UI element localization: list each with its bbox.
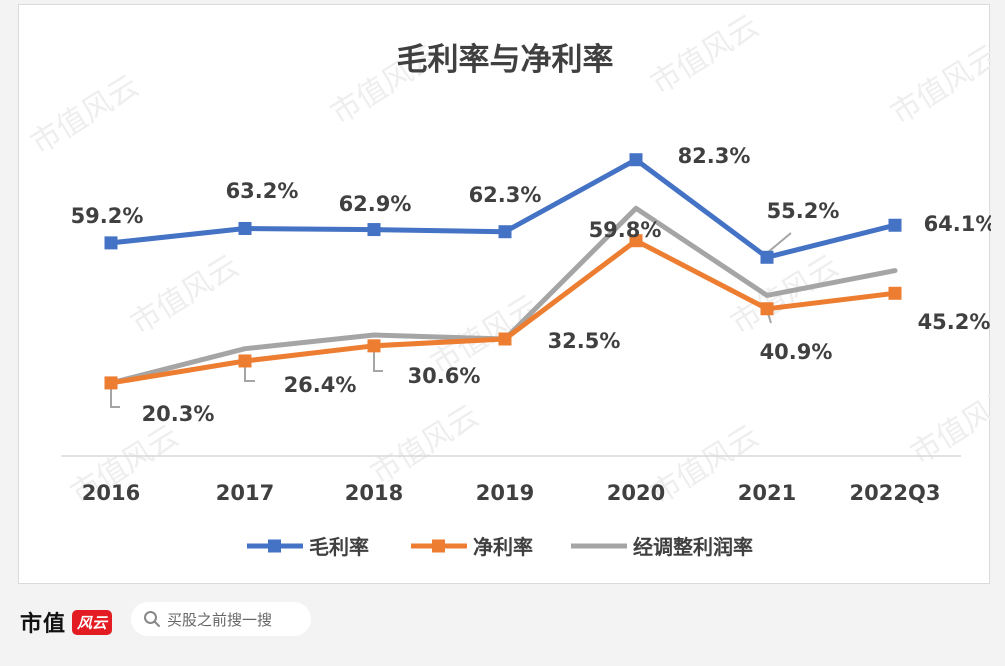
callout-2021 <box>766 232 792 254</box>
data-point-0-4 <box>629 153 643 167</box>
data-label-1-5: 40.9% <box>760 340 833 364</box>
data-point-0-6 <box>888 218 902 232</box>
data-label-1-2: 30.6% <box>408 364 481 388</box>
x-axis-ticks: 2016 2017 2018 2019 2020 2021 2022Q3 <box>82 481 941 505</box>
x-tick-label: 2018 <box>345 481 403 505</box>
watermark-text: 市值风云 <box>125 249 245 342</box>
chart-panel: 市值风云 市值风云 市值风云 市值风云 市值风云 市值风云 市值风云 市值风云 市值风云 市值风云… <box>18 4 991 584</box>
data-point-0-2 <box>367 223 381 237</box>
x-tick-label: 2016 <box>82 481 140 505</box>
watermark-text: 市值风云 <box>905 379 991 472</box>
data-point-1-1 <box>238 354 252 368</box>
data-label-0-4: 82.3% <box>678 144 751 168</box>
data-label-1-4: 59.8% <box>589 218 662 242</box>
data-label-0-0: 59.2% <box>71 204 144 228</box>
search-box[interactable]: 买股之前搜一搜 <box>131 602 311 636</box>
data-label-1-1: 26.4% <box>284 373 357 397</box>
data-label-1-0: 20.3% <box>142 402 215 426</box>
data-point-0-0 <box>104 236 118 250</box>
data-point-1-6 <box>888 286 902 300</box>
watermark-text: 市值风云 <box>645 9 765 102</box>
x-tick-label: 2017 <box>216 481 274 505</box>
data-label-0-1: 63.2% <box>226 179 299 203</box>
x-tick-label: 2021 <box>738 481 796 505</box>
x-tick-label: 2020 <box>607 481 665 505</box>
x-tick-label: 2019 <box>476 481 534 505</box>
callout-2018 <box>373 347 383 372</box>
data-label-0-5: 55.2% <box>767 199 840 223</box>
data-point-0-5 <box>760 250 774 264</box>
watermark-text: 市值风云 <box>25 69 145 162</box>
data-point-0-1 <box>238 221 252 235</box>
brand-seal: 风云 <box>72 609 113 635</box>
callout-2016 <box>110 385 120 408</box>
search-icon <box>144 611 160 627</box>
data-label-0-6: 64.1% <box>924 212 991 236</box>
series-layer <box>104 153 902 390</box>
legend-marker-1 <box>432 539 445 553</box>
brand-logo[interactable]: 市值 风云 <box>20 606 113 638</box>
data-point-0-3 <box>498 225 512 239</box>
watermark-text: 市值风云 <box>885 39 991 132</box>
data-point-1-4 <box>629 234 643 248</box>
legend-label-2: 经调整利润率 <box>633 535 753 559</box>
x-tick-label: 2022Q3 <box>850 481 941 505</box>
legend-label-0: 毛利率 <box>309 535 369 559</box>
watermark-text: 市值风云 <box>365 399 485 492</box>
data-label-0-3: 62.3% <box>469 183 542 207</box>
data-point-1-2 <box>367 339 381 353</box>
data-labels: 59.2% 63.2% 62.9% 62.3% 82.3% 55.2% 64.1% 20.3%… <box>71 144 991 426</box>
legend: 毛利率 净利率 经调整利润率 <box>247 535 753 559</box>
data-point-1-3 <box>498 332 512 346</box>
data-point-1-0 <box>104 376 118 390</box>
data-label-1-3: 32.5% <box>548 329 621 353</box>
chart-title: 毛利率与净利率 <box>397 42 614 78</box>
legend-label-1: 净利率 <box>473 535 533 559</box>
search-input[interactable]: 买股之前搜一搜 <box>167 610 273 629</box>
legend-marker-0 <box>268 539 281 553</box>
brand-name: 市值 <box>20 611 67 637</box>
data-label-0-2: 62.9% <box>339 192 412 216</box>
callout-2017 <box>244 363 255 382</box>
data-label-1-6: 45.2% <box>918 310 991 334</box>
data-point-1-5 <box>760 302 774 316</box>
footer-bar: 市值 风云 买股之前搜一搜 <box>0 590 1005 666</box>
